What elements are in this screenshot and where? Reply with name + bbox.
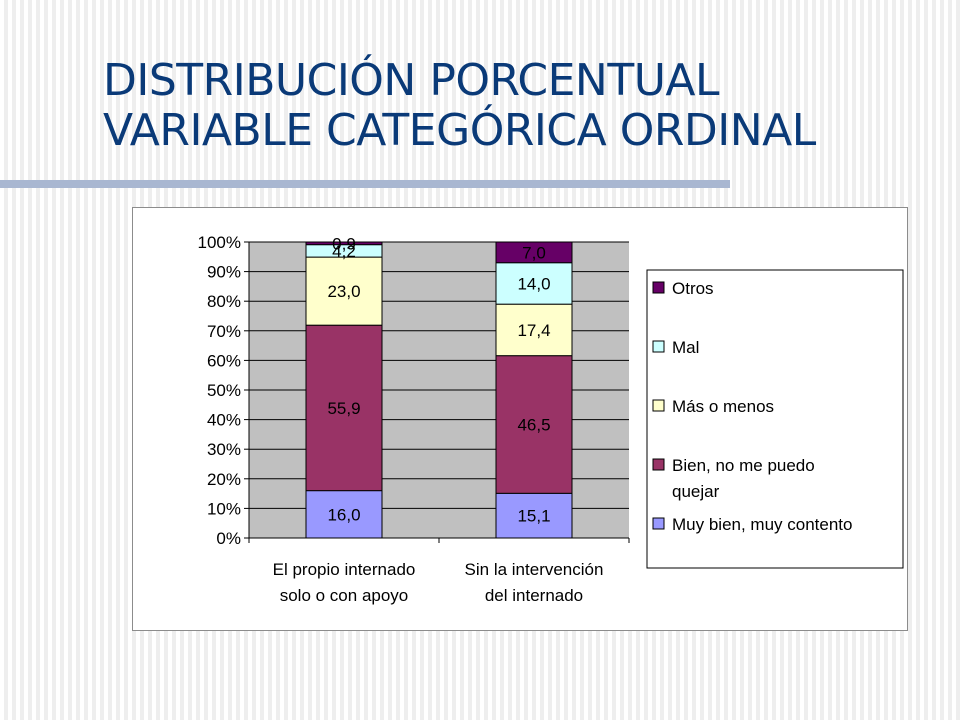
title-underline-rule	[0, 180, 730, 188]
x-tick-label: solo o con apoyo	[280, 586, 409, 605]
y-tick-label: 30%	[207, 440, 241, 459]
slide-title: DISTRIBUCIÓN PORCENTUAL VARIABLE CATEGÓR…	[103, 56, 816, 156]
slide-title-line-2: VARIABLE CATEGÓRICA ORDINAL	[103, 105, 816, 156]
data-label: 4,2	[332, 242, 356, 261]
data-label: 0,9	[332, 234, 356, 253]
legend-swatch	[652, 517, 665, 530]
bar-segment	[495, 303, 573, 357]
y-tick-label: 10%	[207, 499, 241, 518]
data-label: 14,0	[517, 274, 550, 293]
data-label: 15,1	[517, 507, 550, 526]
legend-swatch	[652, 340, 665, 353]
legend-label: Muy bien, muy contento	[672, 515, 852, 534]
bar-segment	[305, 241, 383, 246]
y-tick-label: 20%	[207, 470, 241, 489]
x-tick-label: del internado	[485, 586, 583, 605]
bar-segment	[305, 324, 383, 492]
bar-segment	[495, 492, 573, 539]
y-tick-label: 70%	[207, 322, 241, 341]
legend-swatch	[652, 399, 665, 412]
data-label: 23,0	[327, 282, 360, 301]
y-tick-label: 60%	[207, 351, 241, 370]
bar-segment	[305, 256, 383, 326]
slide-title-line-1: DISTRIBUCIÓN PORCENTUAL	[103, 55, 720, 106]
chart-frame: 0% 10% 20% 30% 40% 50% 60% 70% 80% 90% 100% 16,0 55,…	[132, 207, 908, 631]
legend-label: Otros	[672, 279, 714, 298]
legend-swatch	[652, 281, 665, 294]
y-tick-label: 0%	[216, 529, 241, 548]
data-label: 7,0	[522, 243, 546, 262]
stacked-bar-chart: 0% 10% 20% 30% 40% 50% 60% 70% 80% 90% 100% 16,0 55,…	[198, 233, 904, 605]
bar-segment	[495, 355, 573, 494]
data-label: 16,0	[327, 505, 360, 524]
legend-label: Bien, no me puedo	[672, 456, 815, 475]
y-tick-label: 50%	[207, 381, 241, 400]
x-tick-label: El propio internado	[273, 560, 416, 579]
bar-segment	[305, 490, 383, 539]
y-tick-label: 100%	[198, 233, 241, 252]
legend-box	[646, 269, 904, 569]
data-label: 46,5	[517, 415, 550, 434]
data-label: 17,4	[517, 321, 550, 340]
legend-label: Mal	[672, 338, 699, 357]
y-tick-label: 80%	[207, 292, 241, 311]
legend-swatch	[652, 458, 665, 471]
legend-label: Más o menos	[672, 397, 774, 416]
data-label: 55,9	[327, 399, 360, 418]
y-tick-label: 90%	[207, 263, 241, 282]
x-tick-label: Sin la intervención	[465, 560, 604, 579]
legend-label: quejar	[672, 482, 720, 501]
bar-segment	[495, 241, 573, 264]
y-tick-label: 40%	[207, 411, 241, 430]
